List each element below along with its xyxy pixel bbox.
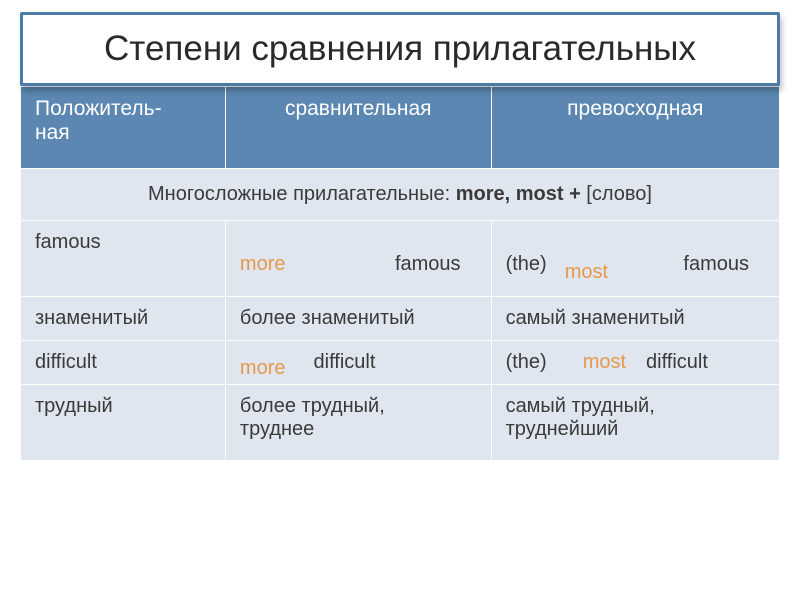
famous-comparative: more famous xyxy=(225,221,491,297)
famous-super-word: famous xyxy=(683,253,765,276)
famous-trans-row: знаменитый более знаменитый самый знамен… xyxy=(21,297,780,341)
difficult-trans-row: трудный более трудный, труднее самый тру… xyxy=(21,385,780,461)
difficult-superlative: (the) most difficult xyxy=(491,341,779,385)
difficult-trans-superlative: самый трудный, труднейший xyxy=(491,385,779,461)
rule-prefix: Многосложные прилагательные: xyxy=(148,183,456,205)
rule-cell: Многосложные прилагательные: more, most … xyxy=(21,169,780,221)
famous-superlative: (the) most famous xyxy=(491,221,779,297)
header-row: Положитель- ная сравнительная превосходн… xyxy=(21,87,780,169)
difficult-trans-super-line1: самый трудный, xyxy=(506,395,655,417)
the-prefix: (the) xyxy=(506,253,547,276)
difficult-trans-super-line2: труднейший xyxy=(506,418,619,440)
difficult-super-word: difficult xyxy=(646,351,708,374)
header-positive-line1: Положитель- xyxy=(35,97,162,120)
page-title: Степени сравнения прилагательных xyxy=(43,29,757,69)
difficult-trans-positive: трудный xyxy=(21,385,226,461)
difficult-trans-comparative: более трудный, труднее xyxy=(225,385,491,461)
rule-suffix: [слово] xyxy=(581,183,652,205)
the-prefix-2: (the) xyxy=(506,351,547,374)
header-comparative: сравнительная xyxy=(225,87,491,169)
difficult-comp-word: difficult xyxy=(314,351,376,374)
header-superlative: превосходная xyxy=(491,87,779,169)
rule-pattern: more, most + xyxy=(456,183,581,205)
more-marker-2: more xyxy=(240,357,286,380)
famous-row: famous more famous (the) most famous xyxy=(21,221,780,297)
rule-row: Многосложные прилагательные: more, most … xyxy=(21,169,780,221)
comparison-table: Положитель- ная сравнительная превосходн… xyxy=(20,86,780,461)
famous-trans-superlative: самый знаменитый xyxy=(491,297,779,341)
header-positive-line2: ная xyxy=(35,121,70,144)
title-container: Степени сравнения прилагательных xyxy=(20,12,780,86)
famous-trans-comparative: более знаменитый xyxy=(225,297,491,341)
famous-comp-word: famous xyxy=(395,253,477,276)
header-positive: Положитель- ная xyxy=(21,87,226,169)
difficult-trans-comp-line1: более трудный, xyxy=(240,395,385,417)
difficult-positive: difficult xyxy=(21,341,226,385)
comparison-table-container: Положитель- ная сравнительная превосходн… xyxy=(20,86,780,461)
difficult-comparative: more difficult xyxy=(225,341,491,385)
difficult-trans-comp-line2: труднее xyxy=(240,418,314,440)
more-marker: more xyxy=(240,253,286,276)
famous-trans-positive: знаменитый xyxy=(21,297,226,341)
most-marker-2: most xyxy=(583,351,626,374)
difficult-row: difficult more difficult (the) most diff… xyxy=(21,341,780,385)
most-marker: most xyxy=(565,261,608,284)
famous-positive: famous xyxy=(21,221,226,297)
